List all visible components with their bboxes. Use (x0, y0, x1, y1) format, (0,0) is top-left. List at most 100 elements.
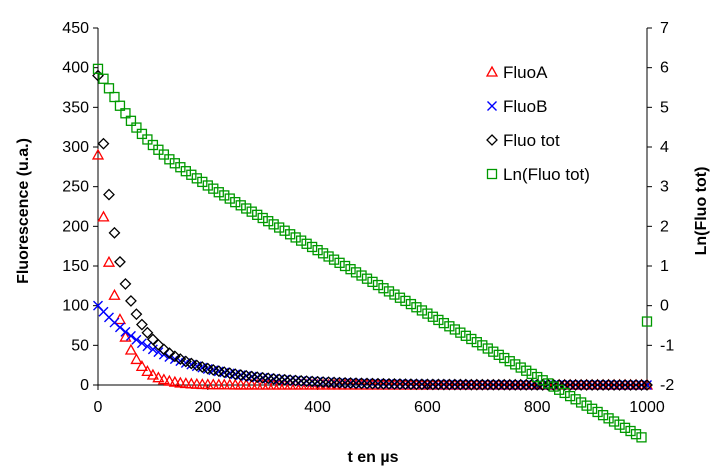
data-point (141, 326, 154, 339)
data-point (317, 248, 329, 259)
data-point (591, 379, 604, 391)
data-point (608, 416, 620, 427)
data-point (630, 429, 642, 440)
x-tick-label: 400 (304, 399, 331, 416)
data-point (124, 343, 138, 355)
data-point (142, 134, 153, 145)
data-point (641, 316, 653, 327)
data-point (531, 378, 544, 391)
data-point (135, 360, 149, 372)
data-point (290, 232, 301, 243)
data-point (263, 216, 274, 227)
y-tick-label: 50 (71, 337, 89, 354)
data-point (553, 379, 566, 391)
data-point (246, 206, 257, 217)
data-point (443, 378, 456, 391)
data-point (570, 394, 581, 405)
series-diamond (92, 69, 653, 391)
data-point (125, 330, 136, 341)
data-point (575, 397, 587, 408)
data-point (152, 371, 165, 383)
data-point (344, 377, 357, 389)
data-point (103, 188, 115, 201)
data-point (383, 286, 395, 297)
data-point (114, 322, 125, 333)
data-point (388, 378, 401, 390)
data-point (619, 422, 631, 433)
data-point (477, 340, 488, 351)
data-point (630, 379, 642, 391)
data-point (312, 244, 323, 256)
data-point (306, 375, 319, 388)
data-point (548, 381, 559, 392)
data-point (438, 317, 450, 329)
data-point (411, 302, 422, 313)
data-point (102, 255, 116, 267)
data-point (366, 377, 379, 390)
data-point (470, 378, 483, 391)
data-point (142, 341, 153, 352)
data-point (569, 379, 582, 391)
data-point (113, 313, 127, 325)
data-point (559, 387, 570, 399)
data-point (367, 276, 378, 288)
data-point (635, 379, 648, 391)
data-point (416, 305, 428, 316)
data-point (459, 378, 472, 391)
legend-item: Ln(Fluo tot) (486, 165, 590, 184)
data-point (174, 376, 187, 388)
y2-tick-label: 4 (660, 139, 669, 156)
data-point (109, 91, 120, 103)
data-point (125, 294, 137, 307)
data-point (449, 324, 461, 335)
data-point (230, 196, 241, 208)
y-tick-label: 200 (62, 218, 89, 235)
data-point (394, 378, 406, 390)
data-point (433, 314, 444, 326)
data-point (141, 365, 154, 377)
data-point (608, 379, 620, 391)
data-point (163, 374, 176, 386)
data-point (219, 190, 230, 201)
data-point (355, 377, 368, 390)
data-point (339, 260, 351, 272)
data-point (400, 295, 411, 307)
legend-label: Ln(Fluo tot) (503, 165, 590, 184)
data-point (224, 193, 235, 204)
data-point (444, 321, 455, 332)
data-point (130, 308, 143, 321)
data-point (323, 251, 334, 262)
y-tick-label: 350 (62, 99, 89, 116)
data-point (131, 334, 142, 345)
data-point (274, 222, 285, 233)
y-axis-title: Fluorescence (u.a.) (15, 138, 32, 284)
data-point (405, 378, 417, 391)
data-point (257, 212, 268, 224)
data-point (136, 128, 148, 140)
data-point (536, 379, 549, 391)
data-point (619, 379, 631, 391)
data-point (114, 100, 126, 111)
data-point (157, 343, 170, 356)
data-point (564, 379, 577, 391)
data-point (636, 432, 647, 443)
y2-tick-label: 3 (660, 179, 669, 196)
data-point (532, 371, 543, 383)
data-point (91, 148, 105, 160)
data-point (487, 378, 500, 391)
data-point (389, 289, 400, 300)
y2-tick-label: 0 (660, 298, 669, 315)
data-point (492, 378, 505, 391)
data-point (613, 379, 626, 391)
data-point (361, 273, 373, 284)
data-point (624, 379, 637, 391)
legend-item: FluoB (487, 97, 547, 116)
data-point (252, 209, 263, 220)
data-point (119, 330, 132, 342)
data-point (410, 378, 423, 391)
y-tick-label: 0 (80, 377, 89, 394)
data-point (152, 338, 165, 351)
legend-marker (487, 101, 497, 111)
data-point (465, 378, 478, 391)
